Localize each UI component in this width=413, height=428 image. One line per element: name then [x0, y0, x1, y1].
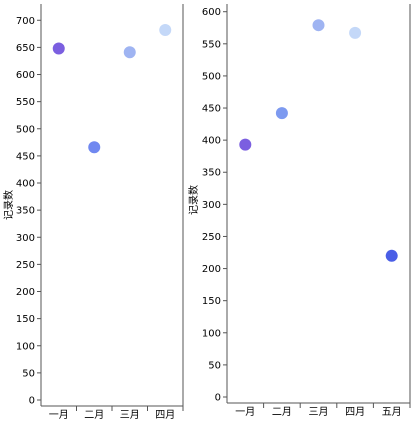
left-ytick-label: 0 — [29, 396, 35, 407]
right-ytick-label: 600 — [202, 7, 221, 18]
left-data-point[interactable] — [159, 24, 172, 37]
right-y-axis-label: 记录数 — [187, 185, 200, 215]
left-ytick-label: 200 — [16, 287, 35, 298]
left-ytick-label: 550 — [16, 97, 35, 108]
right-ytick-label: 250 — [202, 232, 221, 243]
left-ytick-label: 150 — [16, 314, 35, 325]
right-xtick-label: 五月 — [382, 406, 402, 418]
right-xtick-label: 二月 — [272, 406, 292, 418]
right-ytick-label: 200 — [202, 264, 221, 275]
left-xtick-label: 四月 — [155, 409, 175, 421]
right-ytick-label: 0 — [215, 393, 221, 404]
left-ytick-label: 100 — [16, 341, 35, 352]
left-data-point[interactable] — [88, 141, 101, 154]
right-xtick-label: 三月 — [309, 406, 329, 418]
left-ytick-label: 500 — [16, 124, 35, 135]
right-ytick-label: 150 — [202, 296, 221, 307]
left-ytick-label: 400 — [16, 179, 35, 190]
right-ytick-label: 300 — [202, 200, 221, 211]
left-xtick-label: 三月 — [120, 409, 140, 421]
right-ytick-label: 500 — [202, 71, 221, 82]
left-ytick-label: 700 — [16, 16, 35, 27]
right-data-point[interactable] — [349, 26, 362, 39]
right-ytick-label: 450 — [202, 104, 221, 115]
left-ytick-label: 350 — [16, 206, 35, 217]
right-ytick-label: 550 — [202, 39, 221, 50]
left-ytick-label: 650 — [16, 43, 35, 54]
right-data-point[interactable] — [312, 19, 325, 32]
left-ytick-label: 50 — [22, 368, 35, 379]
left-xtick-label: 一月 — [49, 409, 69, 421]
right-data-point[interactable] — [239, 138, 252, 151]
right-xtick-label: 四月 — [345, 406, 365, 418]
right-ytick-label: 400 — [202, 136, 221, 147]
right-xtick-label: 一月 — [235, 406, 255, 418]
left-ytick-label: 600 — [16, 70, 35, 81]
right-chart: 记录数 0 50 100 150 200 250 300 350 400 450 500 550 600… — [187, 4, 411, 418]
left-data-point[interactable] — [52, 42, 65, 55]
right-data-point[interactable] — [275, 107, 288, 120]
left-data-point[interactable] — [123, 46, 136, 59]
left-ytick-label: 450 — [16, 151, 35, 162]
left-chart: 记录数 0 50 100 150 200 250 300 350 400 450 500 550 600… — [2, 4, 184, 421]
right-data-point[interactable] — [385, 249, 398, 262]
left-ytick-label: 300 — [16, 233, 35, 244]
left-xtick-label: 二月 — [84, 409, 104, 421]
right-ytick-label: 50 — [208, 360, 221, 371]
right-ytick-label: 350 — [202, 168, 221, 179]
right-ytick-label: 100 — [202, 328, 221, 339]
left-y-axis-label: 记录数 — [2, 190, 15, 220]
left-ytick-label: 250 — [16, 260, 35, 271]
